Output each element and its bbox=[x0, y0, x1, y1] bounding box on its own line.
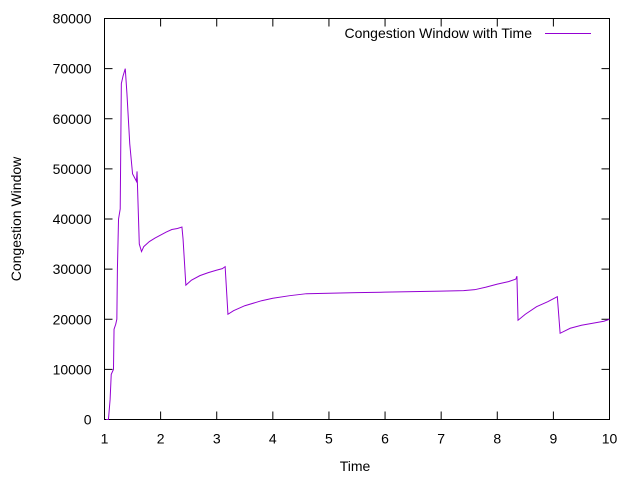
y-tick-label: 50000 bbox=[53, 161, 92, 177]
y-tick-label: 20000 bbox=[53, 311, 92, 327]
x-tick-label: 1 bbox=[101, 431, 109, 447]
congestion-window-line bbox=[106, 68, 610, 420]
x-tick-label: 3 bbox=[213, 431, 221, 447]
x-axis-label: Time bbox=[340, 458, 371, 474]
y-tick-label: 70000 bbox=[53, 61, 92, 77]
y-axis-label: Congestion Window bbox=[8, 156, 24, 281]
x-tick-label: 8 bbox=[493, 431, 501, 447]
y-tick-label: 80000 bbox=[53, 11, 92, 27]
legend-label: Congestion Window with Time bbox=[344, 25, 532, 41]
x-tick-label: 2 bbox=[157, 431, 165, 447]
x-axis-ticks: 1 2 3 4 5 6 7 8 9 10 bbox=[101, 18, 618, 447]
y-tick-label: 10000 bbox=[53, 361, 92, 377]
x-tick-label: 4 bbox=[269, 431, 277, 447]
legend: Congestion Window with Time bbox=[344, 25, 591, 41]
x-tick-label: 9 bbox=[549, 431, 557, 447]
y-tick-label: 30000 bbox=[53, 261, 92, 277]
x-tick-label: 6 bbox=[381, 431, 389, 447]
y-tick-label: 0 bbox=[84, 412, 92, 428]
y-tick-label: 40000 bbox=[53, 211, 92, 227]
x-tick-label: 7 bbox=[437, 431, 445, 447]
x-tick-label: 10 bbox=[602, 431, 618, 447]
x-tick-label: 5 bbox=[325, 431, 333, 447]
y-tick-label: 60000 bbox=[53, 111, 92, 127]
y-axis-ticks: 0 10000 20000 30000 40000 50000 60000 70000 8000… bbox=[53, 11, 610, 428]
plot-frame bbox=[104, 18, 610, 420]
